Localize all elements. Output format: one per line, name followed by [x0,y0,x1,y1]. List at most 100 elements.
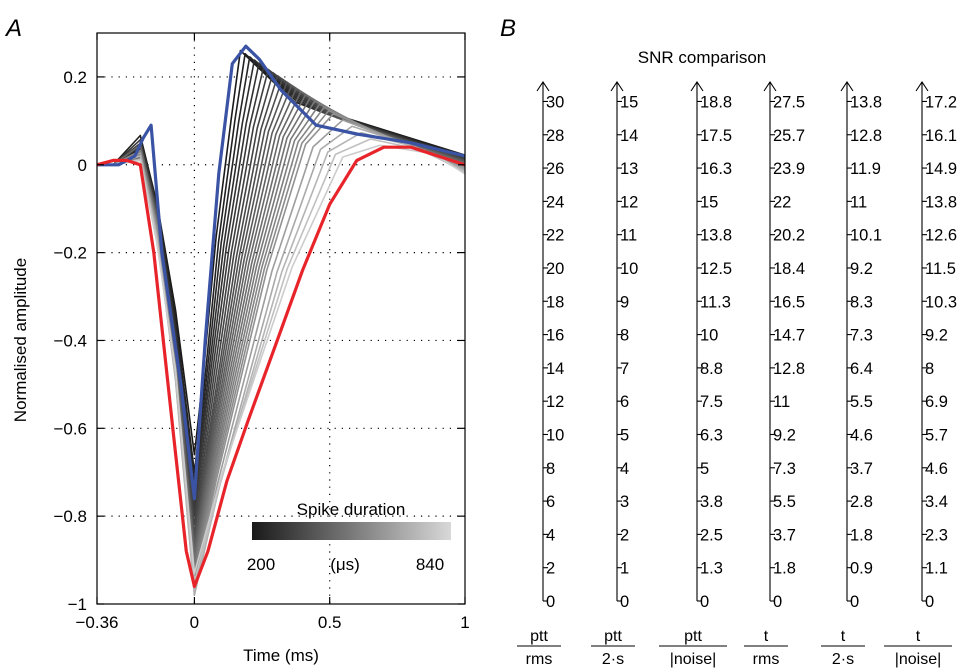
nomogram-tick-label: 27.5 [773,93,805,111]
nomogram-tick-label: 5.5 [773,493,796,511]
nomogram-tick-label: 3.4 [925,493,948,511]
nomogram-tick-label: 2 [546,560,555,578]
nomogram-tick-label: 15 [620,93,638,111]
nomogram-tick-label: 2.8 [850,493,873,511]
nomogram-tick-label: 2.3 [925,526,948,544]
nomogram-tick-label: 1.8 [773,560,796,578]
nomogram-tick-label: 28 [546,127,564,145]
colorbar: Spike duration 200 (μs) 840 [247,500,451,574]
y-axis-title: Normalised amplitude [11,258,30,422]
nomogram-tick-label: 6.9 [925,393,948,411]
nomogram-tick-label: 11 [773,393,790,411]
nomogram-tick-label: 1.1 [925,560,948,578]
nomogram-tick-label: 9.2 [850,260,873,278]
nomogram-tick-label: 4 [546,526,555,544]
nomogram-tick-label: 7.3 [773,460,796,478]
y-tick-label: −0.4 [53,331,87,350]
y-tick-label: 0 [78,156,87,175]
nomogram-tick-label: 16.5 [773,293,805,311]
arrow-head-icon [536,81,550,92]
nomogram-tick-label: 14 [620,127,638,145]
arrow-head-icon [840,81,854,92]
waveform-trace [97,56,465,482]
fraction-denominator: 2·s [832,651,854,668]
nomogram-tick-label: 10.3 [925,293,957,311]
nomogram-tick-label: 17.2 [925,93,957,111]
nomogram-tick-label: 18.4 [773,260,805,278]
nomogram-tick-label: 12.8 [850,127,882,145]
nomogram-axis: 13.8 12.8 11.9 11 10.1 9.2 8.3 7.3 6.4 5.5 4.6 3.7 2… [821,81,882,668]
nomogram-axis: 18.8 17.5 16.3 15 13.8 12.5 11.3 10 8.8 7.5 6.3 5 3.… [659,81,732,668]
nomogram-title: SNR comparison [638,48,767,67]
fraction-numerator: ptt [684,628,702,645]
arrow-head-icon [610,81,624,92]
nomogram-tick-label: 10 [546,426,564,444]
nomogram-tick-label: 22 [773,193,791,211]
nomogram-tick-label: 23.9 [773,160,805,178]
nomogram-tick-label: 11.9 [850,160,881,178]
fraction-numerator: ptt [604,628,622,645]
nomogram-tick-label: 9.2 [773,426,796,444]
y-tick-label: 0.2 [63,68,87,87]
axis-ticks: −0.36 0 0.5 1 0.2 0 −0.2 −0.4 −0.6 −0.8 −1 [53,33,470,632]
arrow-head-icon [763,81,777,92]
nomogram-tick-label: 14.9 [925,160,957,178]
trace-group [97,44,465,596]
nomogram-tick-label: 5.5 [850,393,873,411]
nomogram-tick-label: 6.3 [700,426,723,444]
nomogram-tick-label: 10 [700,327,718,345]
nomogram-tick-label: 3.8 [700,493,723,511]
x-tick-label: −0.36 [75,613,118,632]
nomogram-tick-label: 9.2 [925,327,948,345]
nomogram-tick-label: 13 [620,160,638,178]
nomogram-tick-label: 1.8 [850,526,873,544]
fraction-numerator: t [916,628,921,645]
nomogram-tick-label: 0 [925,593,934,611]
nomogram-tick-label: 20 [546,260,564,278]
x-tick-label: 0 [190,613,199,632]
nomogram-tick-label: 11 [620,227,637,245]
arrow-head-icon [915,81,929,92]
nomogram-tick-label: 7.5 [700,393,723,411]
nomogram-tick-label: 15 [700,193,718,211]
nomogram-tick-label: 0 [620,593,629,611]
nomogram-tick-label: 12 [546,393,564,411]
x-axis-title: Time (ms) [243,646,319,665]
nomogram-tick-label: 22 [546,227,564,245]
waveform-trace [97,100,465,570]
nomogram-tick-label: 5 [620,426,629,444]
fraction-numerator: t [764,628,769,645]
nomogram-tick-label: 16 [546,327,564,345]
nomogram-tick-label: 9 [620,293,629,311]
nomogram-tick-label: 5 [700,460,709,478]
y-tick-label: −0.2 [53,244,87,263]
x-tick-label: 0.5 [318,613,342,632]
fraction-numerator: ptt [530,628,548,645]
fraction-denominator: 2·s [602,651,624,668]
nomogram-axes: 302826242220181614121086420pttrms1514131… [517,81,957,668]
nomogram-tick-label: 12 [620,193,638,211]
grid [97,33,465,604]
nomogram-tick-label: 13.8 [700,227,732,245]
nomogram-tick-label: 8 [620,327,629,345]
waveform-trace [97,87,465,553]
nomogram-tick-label: 10 [620,260,638,278]
nomogram-tick-label: 8.8 [700,360,723,378]
colorbar-gradient [252,522,451,540]
nomogram-tick-label: 6 [620,393,629,411]
colorbar-unit-label: (μs) [330,555,360,574]
panel-a-line-chart: −0.36 0 0.5 1 0.2 0 −0.2 −0.4 −0.6 −0.8 −1 Time (m… [11,32,470,665]
long-spike-trace [97,145,465,588]
y-tick-label: −0.6 [53,419,87,438]
nomogram-tick-label: 3.7 [850,460,873,478]
nomogram-tick-label: 0 [850,593,859,611]
fraction-denominator: rms [753,651,780,668]
nomogram-tick-label: 7 [620,360,629,378]
nomogram-tick-label: 3 [620,493,629,511]
nomogram-tick-label: 8.3 [850,293,873,311]
nomogram-tick-label: 4.6 [850,426,873,444]
nomogram-tick-label: 12.8 [773,360,805,378]
